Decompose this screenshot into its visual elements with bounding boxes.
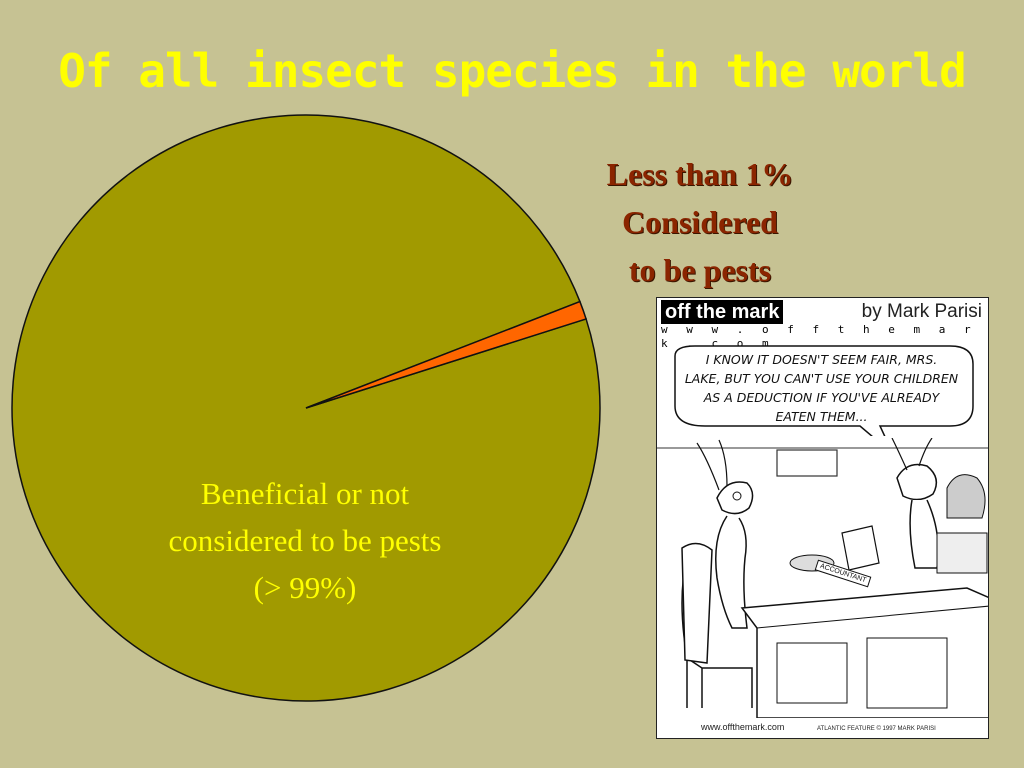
speech-bubble: [674, 345, 974, 436]
comic-logo: off the mark: [661, 300, 784, 324]
comic-footer-credit: ATLANTIC FEATURE © 1997 MARK PARISI: [817, 726, 936, 732]
beneficial-slice-label: Beneficial or not considered to be pests…: [100, 470, 510, 611]
caption-line: LAKE, BUT YOU CAN'T USE YOUR CHILDREN: [684, 371, 959, 386]
pest-label-line: to be pests: [628, 252, 772, 288]
pest-label-line: Considered: [622, 204, 778, 240]
comic-caption: I KNOW IT DOESN'T SEEM FAIR, MRS. LAKE, …: [669, 350, 974, 426]
pest-label-line: Less than 1%: [606, 156, 794, 192]
comic-drawing: [657, 438, 988, 718]
comic-author: by Mark Parisi: [861, 301, 982, 322]
beneficial-label-line: Beneficial or not: [200, 476, 410, 511]
slide-title: Of all insect species in the world: [58, 44, 967, 98]
comic-footer-url: www.offthemark.com: [701, 722, 785, 732]
caption-line: I KNOW IT DOESN'T SEEM FAIR, MRS.: [705, 352, 938, 367]
pest-slice-label: Less than 1% Considered to be pests: [560, 150, 840, 294]
caption-line: EATEN THEM...: [775, 409, 868, 424]
beneficial-label-line: considered to be pests: [168, 523, 442, 558]
comic-header: off the mark by Mark Parisi w w w . o f …: [657, 298, 988, 350]
pie-slice-pests: [305, 300, 588, 409]
caption-line: AS A DEDUCTION IF YOU'VE ALREADY: [703, 390, 940, 405]
comic-strip: off the mark by Mark Parisi w w w . o f …: [656, 297, 989, 739]
beneficial-label-line: (> 99%): [253, 570, 357, 605]
